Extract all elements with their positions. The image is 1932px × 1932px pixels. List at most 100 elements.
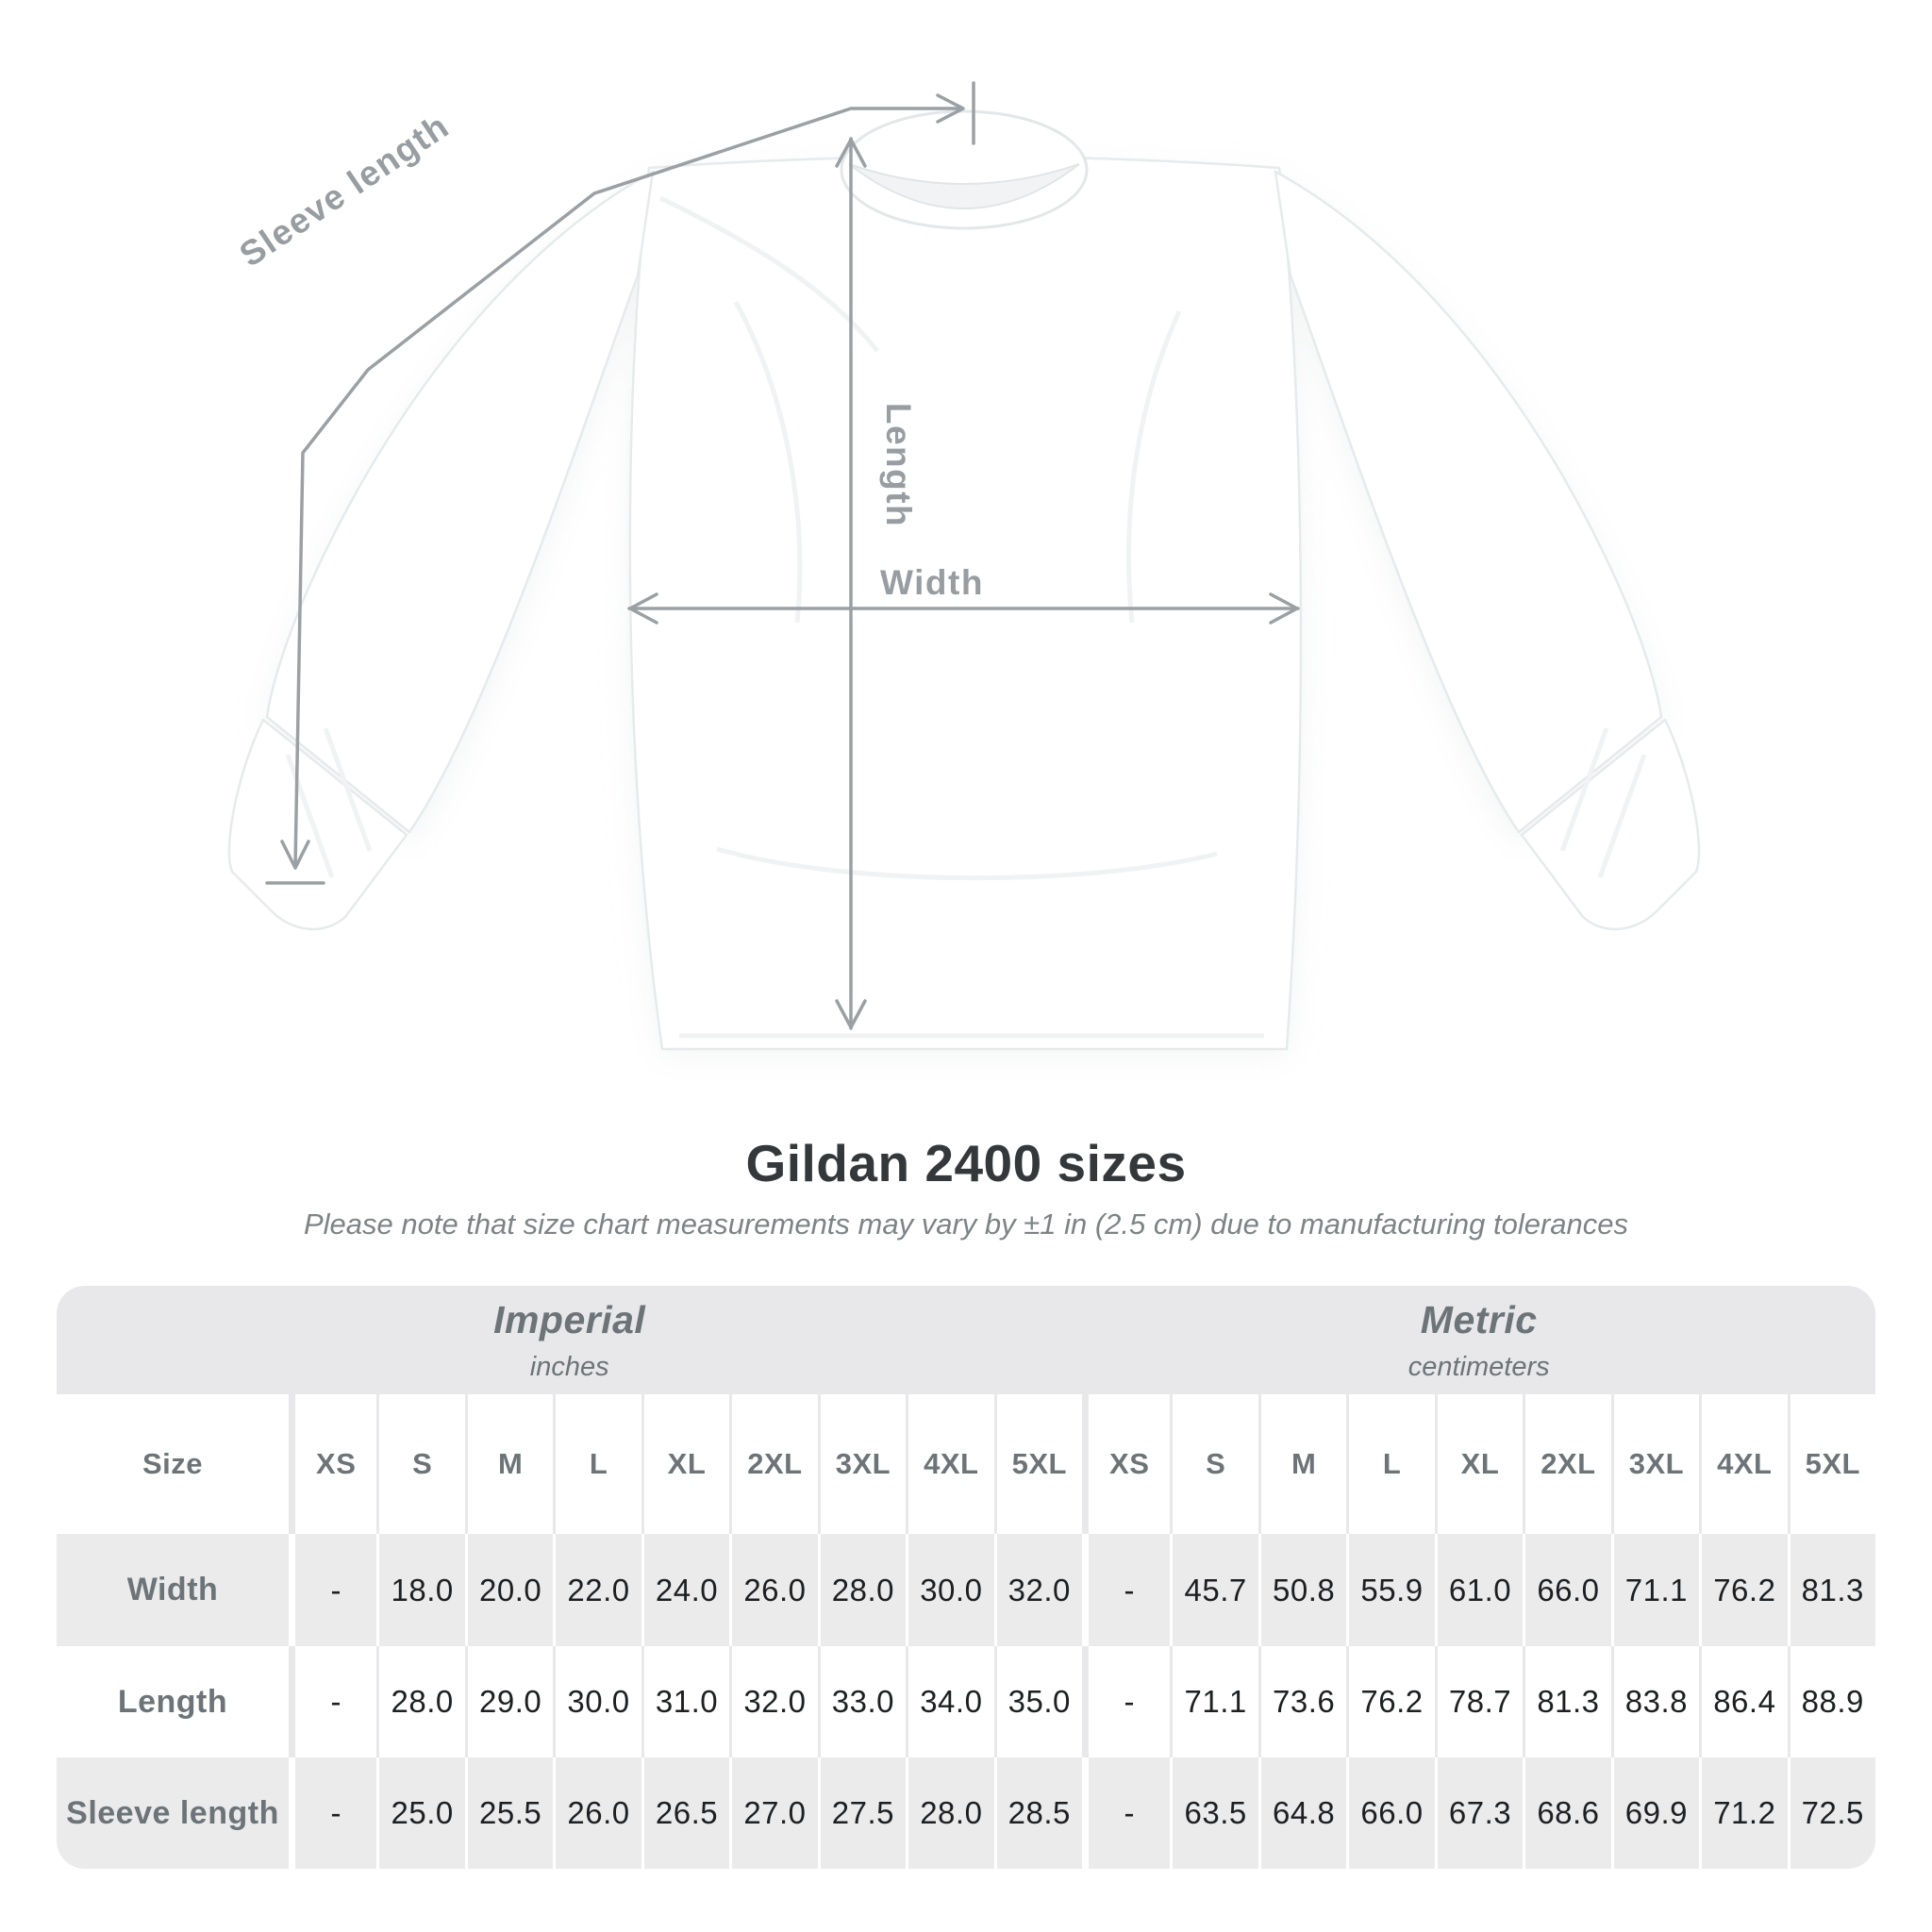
title-block: Gildan 2400 sizes Please note that size … <box>0 1134 1932 1241</box>
table-cell: 18.0 <box>376 1534 464 1646</box>
width-measure-line <box>627 592 1300 625</box>
table-cell: 20.0 <box>464 1534 553 1646</box>
metric-header: Metric centimeters <box>1082 1286 1875 1394</box>
width-label: Width <box>880 563 984 602</box>
shirt-body <box>628 155 1303 1051</box>
table-cell: - <box>1081 1646 1170 1757</box>
table-cell: 67.3 <box>1434 1757 1523 1869</box>
tolerance-note: Please note that size chart measurements… <box>303 1208 1629 1241</box>
size-header-cell: L <box>1346 1394 1434 1534</box>
table-cell: 27.5 <box>817 1757 906 1869</box>
table-cell: 71.1 <box>1170 1646 1257 1757</box>
length-measure-line <box>835 137 867 1030</box>
table-cell: 28.5 <box>993 1757 1082 1869</box>
table-cell: 66.0 <box>1346 1757 1434 1869</box>
metric-label: Metric <box>1420 1297 1538 1341</box>
table-cell: - <box>289 1757 376 1869</box>
table-cell: 71.2 <box>1699 1757 1787 1869</box>
size-header-cell: 4XL <box>1699 1394 1787 1534</box>
size-header-cell: 3XL <box>817 1394 906 1534</box>
table-cell: 73.6 <box>1257 1646 1346 1757</box>
table-cell: 22.0 <box>553 1534 641 1646</box>
table-cell: 28.0 <box>817 1534 906 1646</box>
shirt-left-sleeve <box>265 169 655 834</box>
table-cell: 81.3 <box>1523 1646 1610 1757</box>
imperial-label: Imperial <box>493 1297 646 1341</box>
table-cell: 35.0 <box>993 1646 1082 1757</box>
size-header-cell: 3XL <box>1610 1394 1699 1534</box>
table-cell: - <box>1081 1534 1170 1646</box>
shirt-collar <box>840 109 1089 230</box>
size-header-cell: L <box>553 1394 641 1534</box>
row-label: Width <box>126 1572 219 1607</box>
table-cell: 31.0 <box>641 1646 729 1757</box>
table-cell: 88.9 <box>1787 1646 1875 1757</box>
sleeve-length-label: Sleeve length <box>233 106 457 274</box>
table-cell: - <box>289 1534 376 1646</box>
unit-header-band: Imperial inches Metric centimeters <box>57 1286 1875 1394</box>
size-table: Imperial inches Metric centimeters Size … <box>57 1286 1875 1869</box>
table-cell: 68.6 <box>1523 1757 1610 1869</box>
size-header-row: Size XS S M L XL 2XL 3XL 4XL 5XL XS S M … <box>57 1394 1875 1534</box>
size-header-cell: M <box>1257 1394 1346 1534</box>
shirt-measurement-diagram: Sleeve length Length Width <box>227 81 1701 1055</box>
shirt-left-cuff <box>227 718 408 931</box>
size-header-cell: XL <box>641 1394 729 1534</box>
size-col-header: Size <box>142 1447 204 1480</box>
table-cell: 32.0 <box>729 1646 817 1757</box>
shirt-graphic: Sleeve length Length Width <box>227 81 1701 1055</box>
table-cell: 72.5 <box>1787 1757 1875 1869</box>
size-header-cell: 4XL <box>906 1394 993 1534</box>
sleeve-length-measure-line <box>265 81 975 885</box>
table-row-sleeve-length: Sleeve length - 25.0 25.5 26.0 26.5 27.0… <box>57 1757 1875 1869</box>
table-cell: 83.8 <box>1610 1646 1699 1757</box>
table-cell: 26.0 <box>729 1534 817 1646</box>
table-cell: 27.0 <box>729 1757 817 1869</box>
metric-unit-label: centimeters <box>1407 1351 1550 1382</box>
table-cell: 33.0 <box>817 1646 906 1757</box>
table-cell: 81.3 <box>1787 1534 1875 1646</box>
table-cell: 76.2 <box>1699 1534 1787 1646</box>
row-label: Sleeve length <box>66 1794 279 1831</box>
table-cell: 64.8 <box>1257 1757 1346 1869</box>
table-cell: 71.1 <box>1610 1534 1699 1646</box>
size-header-cell: 5XL <box>1787 1394 1875 1534</box>
size-header-cell: XS <box>289 1394 376 1534</box>
table-cell: 28.0 <box>906 1757 993 1869</box>
table-row-width: Width - 18.0 20.0 22.0 24.0 26.0 28.0 30… <box>57 1534 1875 1646</box>
table-cell: 26.5 <box>641 1757 729 1869</box>
table-cell: 29.0 <box>464 1646 553 1757</box>
table-cell: 34.0 <box>906 1646 993 1757</box>
shirt-right-cuff <box>1520 718 1701 931</box>
table-cell: 69.9 <box>1610 1757 1699 1869</box>
table-cell: 78.7 <box>1434 1646 1523 1757</box>
table-cell: 25.0 <box>376 1757 464 1869</box>
length-label: Length <box>879 403 918 527</box>
imperial-header: Imperial inches <box>57 1286 1082 1394</box>
table-cell: 66.0 <box>1523 1534 1610 1646</box>
table-cell: 25.5 <box>464 1757 553 1869</box>
table-cell: 55.9 <box>1346 1534 1434 1646</box>
table-cell: 86.4 <box>1699 1646 1787 1757</box>
table-cell: 45.7 <box>1170 1534 1257 1646</box>
row-label: Length <box>117 1683 228 1720</box>
size-header-cell: S <box>376 1394 464 1534</box>
size-header-cell: XS <box>1081 1394 1170 1534</box>
table-cell: 30.0 <box>553 1646 641 1757</box>
table-cell: 30.0 <box>906 1534 993 1646</box>
page-title: Gildan 2400 sizes <box>745 1134 1187 1192</box>
size-header-cell: XL <box>1434 1394 1523 1534</box>
size-header-cell: 5XL <box>993 1394 1082 1534</box>
table-cell: 28.0 <box>376 1646 464 1757</box>
imperial-unit-label: inches <box>529 1351 609 1382</box>
table-cell: 61.0 <box>1434 1534 1523 1646</box>
table-cell: 50.8 <box>1257 1534 1346 1646</box>
table-cell: - <box>289 1646 376 1757</box>
table-cell: 26.0 <box>553 1757 641 1869</box>
size-header-cell: S <box>1170 1394 1257 1534</box>
size-header-cell: 2XL <box>1523 1394 1610 1534</box>
table-cell: - <box>1081 1757 1170 1869</box>
size-header-cell: M <box>464 1394 553 1534</box>
table-cell: 24.0 <box>641 1534 729 1646</box>
table-cell: 32.0 <box>993 1534 1082 1646</box>
